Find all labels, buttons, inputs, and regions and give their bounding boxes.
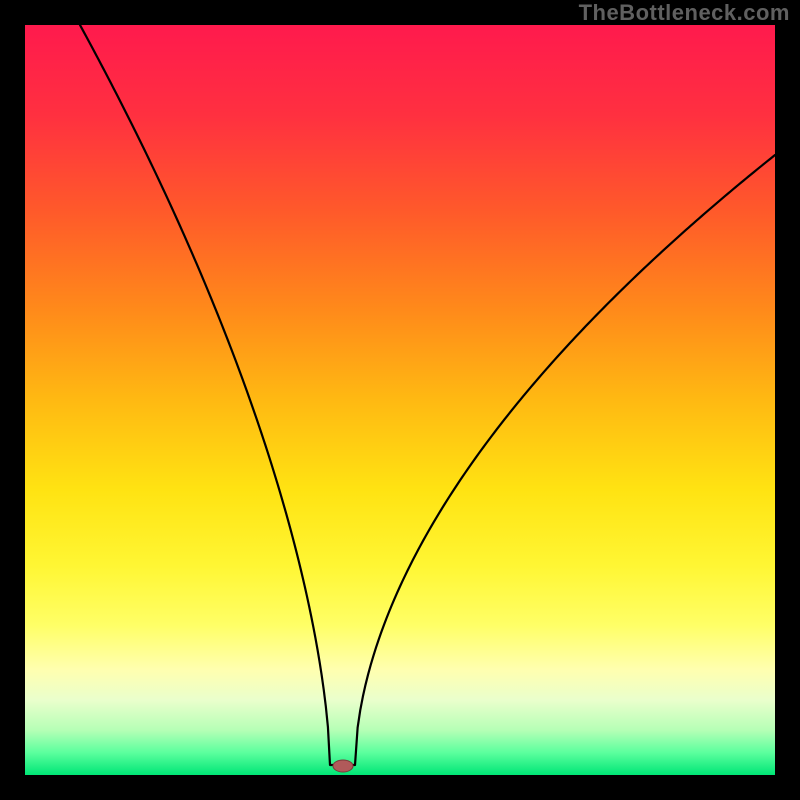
bottleneck-chart	[0, 0, 800, 800]
chart-container: TheBottleneck.com	[0, 0, 800, 800]
optimal-point-marker	[333, 760, 353, 772]
watermark-text: TheBottleneck.com	[579, 0, 790, 26]
